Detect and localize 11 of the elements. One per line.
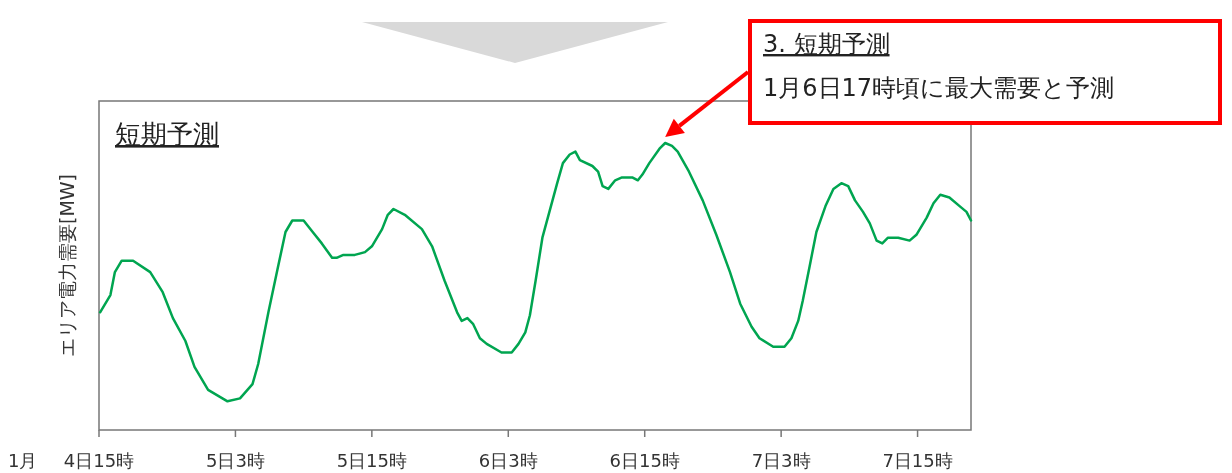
x-tick-label: 6日3時 bbox=[478, 450, 538, 471]
x-tick-label: 5日15時 bbox=[336, 450, 408, 471]
text: 1月 bbox=[8, 450, 38, 471]
arrow-callout: 3. 短期予測 1月6日17時頃に最大需要と予測 bbox=[665, 19, 1222, 137]
y-axis-title: エリア電力需要[MW] bbox=[56, 173, 78, 358]
x-tick-label: 7日3時 bbox=[751, 450, 811, 471]
x-tick-label: 7日15時 bbox=[882, 450, 953, 471]
x-tick-label: 4日15時 bbox=[63, 450, 135, 471]
chart-title: 短期予測 bbox=[115, 119, 219, 149]
x-tick-label: 5日3時 bbox=[205, 450, 265, 471]
x-tick-label: 6日15時 bbox=[609, 450, 680, 471]
